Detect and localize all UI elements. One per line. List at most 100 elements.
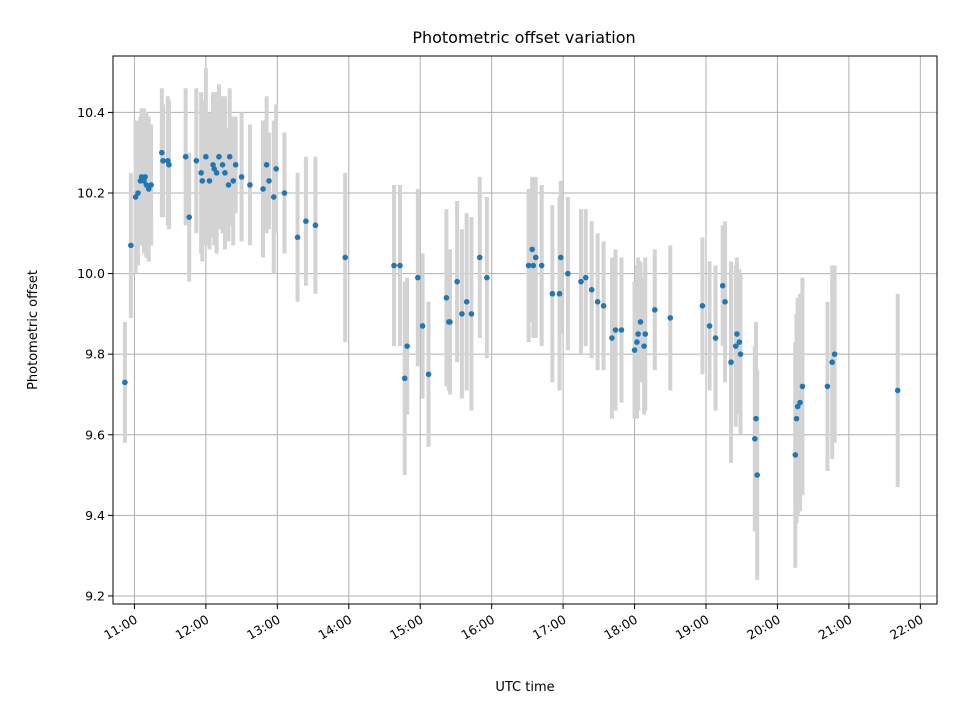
y-tick-label: 9.6 [85, 427, 105, 442]
data-point [128, 242, 134, 249]
data-point [797, 399, 803, 406]
data-point [525, 262, 532, 269]
data-point [222, 170, 228, 176]
data-point [609, 335, 615, 341]
plot-frame [112, 55, 938, 605]
data-point [419, 323, 426, 329]
data-point [722, 298, 728, 305]
data-point [238, 174, 245, 180]
data-point [404, 343, 410, 349]
data-point [232, 161, 239, 168]
data-point [463, 298, 470, 305]
data-point [732, 343, 739, 349]
data-point [401, 375, 408, 382]
data-point [425, 371, 432, 378]
data-point [182, 153, 189, 160]
data-point [829, 359, 836, 366]
data-point [799, 383, 806, 390]
data-point [752, 435, 758, 442]
x-axis-label: UTC time [495, 680, 554, 695]
data-point [230, 178, 237, 184]
data-point [415, 274, 421, 281]
data-point [699, 303, 706, 309]
data-point [263, 161, 270, 168]
data-point [159, 149, 165, 156]
y-tick-label: 9.2 [85, 588, 105, 603]
data-point [216, 153, 222, 160]
data-point [549, 290, 556, 297]
y-tick-label: 10.0 [77, 266, 105, 281]
data-point [754, 472, 760, 478]
data-point [266, 178, 272, 184]
data-point [737, 351, 744, 357]
data-point [565, 270, 571, 277]
y-tick-label: 10.4 [77, 105, 105, 120]
data-point [260, 186, 266, 192]
data-point [211, 166, 218, 172]
chart-title: Photometric offset variation [412, 28, 635, 47]
data-point [484, 274, 490, 281]
data-point [391, 262, 397, 269]
data-point [303, 218, 309, 225]
data-point [186, 214, 193, 220]
data-point [166, 161, 172, 168]
data-point [557, 254, 564, 261]
data-point [753, 415, 759, 422]
data-point [454, 278, 460, 285]
data-point [342, 254, 348, 261]
data-point [736, 339, 743, 345]
data-point [831, 351, 838, 357]
data-point [618, 327, 625, 333]
data-point [225, 182, 232, 188]
data-point [712, 335, 719, 341]
data-point [135, 190, 141, 196]
data-point [468, 311, 475, 317]
y-tick-label: 9.4 [85, 508, 105, 523]
data-point [894, 387, 901, 394]
data-point [529, 246, 535, 253]
y-tick-label: 9.8 [85, 347, 105, 362]
data-point [532, 254, 539, 261]
y-tick-label: 10.2 [77, 186, 105, 201]
data-point [538, 262, 545, 269]
data-point [651, 307, 658, 313]
data-point [641, 343, 647, 349]
data-point [588, 286, 595, 293]
data-point [145, 186, 152, 192]
data-point [397, 262, 403, 269]
data-point [312, 222, 319, 229]
data-point [582, 274, 589, 281]
data-point [734, 331, 740, 337]
data-point [556, 290, 563, 297]
data-points [122, 149, 901, 478]
data-point [142, 174, 148, 180]
data-point [578, 278, 584, 285]
data-point [122, 379, 128, 386]
data-point [247, 182, 253, 188]
data-point [143, 182, 150, 188]
data-point [226, 153, 233, 160]
data-point [273, 166, 279, 172]
data-point [824, 383, 831, 390]
data-point [206, 178, 213, 184]
data-point [193, 157, 200, 164]
data-point [213, 170, 220, 176]
data-point [719, 282, 726, 289]
data-point [270, 194, 277, 200]
data-point [132, 194, 139, 200]
data-point [642, 331, 649, 337]
data-point [203, 153, 209, 160]
data-point [612, 327, 619, 333]
data-point [600, 303, 607, 309]
data-point [706, 323, 713, 329]
data-point [148, 182, 154, 188]
data-point [728, 359, 734, 366]
data-point [794, 403, 801, 410]
data-point [635, 331, 641, 337]
data-point [219, 161, 226, 168]
data-point [443, 294, 450, 301]
data-point [459, 311, 465, 317]
data-point [530, 262, 537, 269]
data-point [198, 170, 204, 176]
